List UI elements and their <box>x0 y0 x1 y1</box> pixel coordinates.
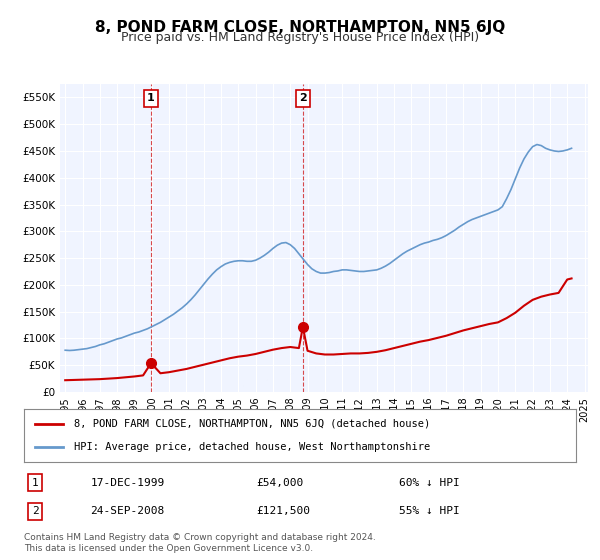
Text: 24-SEP-2008: 24-SEP-2008 <box>90 506 164 516</box>
Text: 2: 2 <box>32 506 38 516</box>
Text: 60% ↓ HPI: 60% ↓ HPI <box>400 478 460 488</box>
Text: Price paid vs. HM Land Registry's House Price Index (HPI): Price paid vs. HM Land Registry's House … <box>121 31 479 44</box>
Text: 8, POND FARM CLOSE, NORTHAMPTON, NN5 6JQ (detached house): 8, POND FARM CLOSE, NORTHAMPTON, NN5 6JQ… <box>74 419 430 429</box>
Text: 2: 2 <box>299 93 307 103</box>
Text: 55% ↓ HPI: 55% ↓ HPI <box>400 506 460 516</box>
Text: £121,500: £121,500 <box>256 506 310 516</box>
Text: £54,000: £54,000 <box>256 478 303 488</box>
Text: Contains HM Land Registry data © Crown copyright and database right 2024.
This d: Contains HM Land Registry data © Crown c… <box>24 533 376 553</box>
Text: 1: 1 <box>147 93 155 103</box>
Text: 1: 1 <box>32 478 38 488</box>
Text: HPI: Average price, detached house, West Northamptonshire: HPI: Average price, detached house, West… <box>74 442 430 452</box>
Text: 8, POND FARM CLOSE, NORTHAMPTON, NN5 6JQ: 8, POND FARM CLOSE, NORTHAMPTON, NN5 6JQ <box>95 20 505 35</box>
Text: 17-DEC-1999: 17-DEC-1999 <box>90 478 164 488</box>
